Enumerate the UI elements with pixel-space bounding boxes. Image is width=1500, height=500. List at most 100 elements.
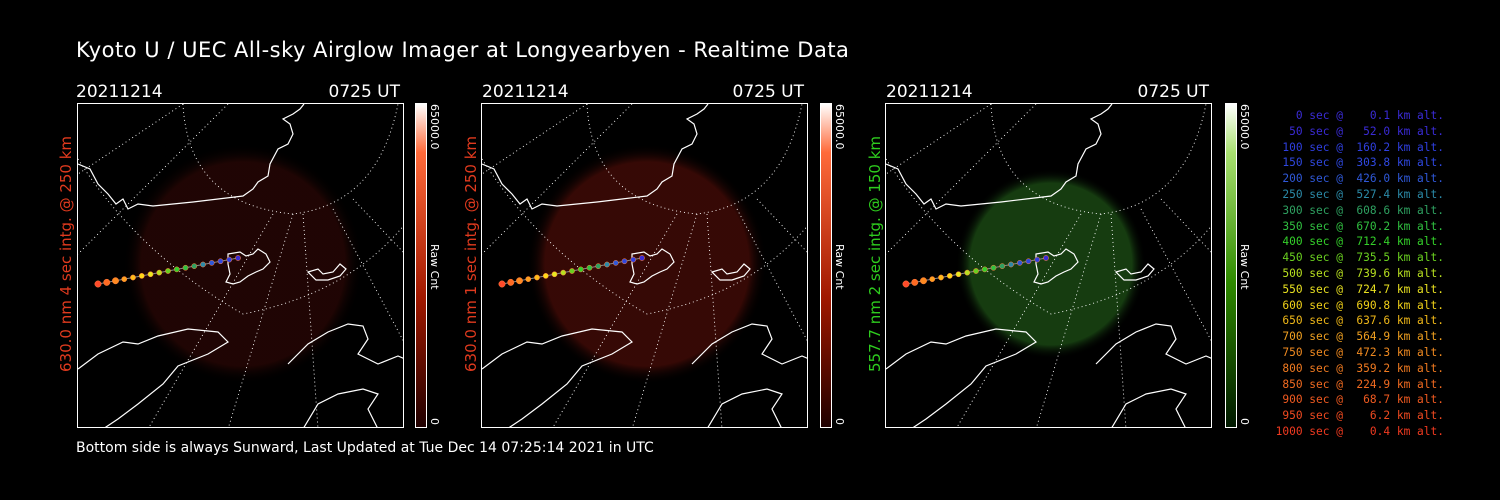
trajectory-point <box>604 261 610 268</box>
panel-1-image <box>77 103 404 428</box>
legend-row: 200 sec @ 426.0 km alt. <box>1275 172 1444 186</box>
trajectory-point <box>516 277 523 285</box>
panel-1-date: 20211214 <box>76 82 163 102</box>
legend-row: 950 sec @ 6.2 km alt. <box>1275 409 1444 423</box>
map-graphic <box>78 104 403 427</box>
panel-1-time: 0725 UT <box>328 82 401 102</box>
panel-3-colorbar-max: 65000.0 <box>1238 104 1251 150</box>
trajectory-point <box>534 274 540 281</box>
panel-1-colorbar-unit: Raw Cnt <box>428 244 441 290</box>
trajectory-point <box>973 268 979 274</box>
trajectory-point <box>612 260 619 266</box>
panel-3-colorbar <box>1225 103 1237 428</box>
trajectory-point <box>542 273 549 279</box>
trajectory-point <box>964 269 971 276</box>
trajectory-point <box>208 260 215 266</box>
trajectory-point <box>902 280 910 288</box>
trajectory-point <box>938 274 944 281</box>
trajectory-point <box>217 258 224 265</box>
panel-1-colorbar-max: 65000.0 <box>428 104 441 150</box>
panel-2-colorbar-max: 65000.0 <box>833 104 846 150</box>
trajectory-point <box>946 273 953 279</box>
trajectory-point <box>147 271 154 278</box>
trajectory-point <box>981 266 988 273</box>
panel-3-ylabel: 557.7 nm 2 sec intg. @ 150 km <box>866 135 884 372</box>
legend-row: 350 sec @ 670.2 km alt. <box>1275 219 1444 233</box>
page-title: Kyoto U / UEC All-sky Airglow Imager at … <box>76 38 850 62</box>
legend-row: 1000 sec @ 0.4 km alt. <box>1275 424 1444 438</box>
trajectory-point <box>226 256 233 263</box>
panel-3-colorbar-unit: Raw Cnt <box>1238 244 1251 290</box>
trajectory-point <box>138 273 145 279</box>
panel-3-time: 0725 UT <box>1137 82 1210 102</box>
legend-row: 0 sec @ 0.1 km alt. <box>1275 109 1444 122</box>
legend-row: 400 sec @ 712.4 km alt. <box>1275 235 1444 249</box>
panel-2-colorbar-min: 0 <box>833 418 846 425</box>
panel-2-ylabel: 630.0 nm 1 sec intg. @ 250 km <box>462 135 480 372</box>
trajectory-point <box>920 277 927 285</box>
legend-row: 750 sec @ 472.3 km alt. <box>1275 345 1444 359</box>
legend-row: 650 sec @ 637.6 km alt. <box>1275 314 1444 328</box>
trajectory-point <box>551 271 558 278</box>
trajectory-point <box>999 263 1006 269</box>
trajectory-point <box>235 255 241 261</box>
legend-row: 900 sec @ 68.7 km alt. <box>1275 393 1444 407</box>
panel-2-date: 20211214 <box>482 82 569 102</box>
trajectory-point <box>94 280 102 288</box>
legend-row: 550 sec @ 724.7 km alt. <box>1275 282 1444 296</box>
trajectory-legend: 0 sec @ 0.1 km alt. 50 sec @ 52.0 km alt… <box>1268 108 1444 440</box>
trajectory-point <box>1016 260 1023 266</box>
trajectory-point <box>103 278 111 286</box>
trajectory-point <box>525 276 532 282</box>
trajectory-point <box>200 261 206 268</box>
legend-row: 500 sec @ 739.6 km alt. <box>1275 266 1444 280</box>
trajectory-point <box>560 269 567 276</box>
trajectory-point <box>569 268 575 274</box>
trajectory-point <box>498 280 506 288</box>
panel-1-colorbar <box>415 103 427 428</box>
trajectory-point <box>1008 261 1014 268</box>
legend-row: 300 sec @ 608.6 km alt. <box>1275 203 1444 217</box>
panel-2-time: 0725 UT <box>732 82 805 102</box>
trajectory-point <box>990 264 997 271</box>
legend-row: 50 sec @ 52.0 km alt. <box>1275 124 1444 138</box>
panel-2-colorbar <box>820 103 832 428</box>
trajectory-point <box>182 264 189 271</box>
map-graphic <box>482 104 807 427</box>
panel-1-colorbar-min: 0 <box>428 418 441 425</box>
legend-row: 800 sec @ 359.2 km alt. <box>1275 361 1444 375</box>
panel-2-colorbar-unit: Raw Cnt <box>833 244 846 290</box>
trajectory-point <box>630 256 637 263</box>
legend-row: 250 sec @ 527.4 km alt. <box>1275 187 1444 201</box>
legend-row: 600 sec @ 690.8 km alt. <box>1275 298 1444 312</box>
panel-1-ylabel: 630.0 nm 4 sec intg. @ 250 km <box>57 135 75 372</box>
trajectory-point <box>112 277 119 285</box>
footer-note: Bottom side is always Sunward, Last Upda… <box>76 440 654 456</box>
legend-row: 450 sec @ 735.5 km alt. <box>1275 251 1444 265</box>
trajectory-point <box>955 271 962 278</box>
trajectory-point <box>165 268 171 274</box>
trajectory-point <box>191 263 198 269</box>
trajectory-point <box>586 264 593 271</box>
trajectory-point <box>621 258 628 265</box>
trajectory-point <box>173 266 180 273</box>
trajectory-point <box>1043 255 1049 261</box>
trajectory-point <box>577 266 584 273</box>
map-graphic <box>886 104 1211 427</box>
trajectory-point <box>595 263 602 269</box>
trajectory-point <box>130 274 136 281</box>
legend-row: 850 sec @ 224.9 km alt. <box>1275 377 1444 391</box>
trajectory-point <box>1034 256 1041 263</box>
legend-row: 100 sec @ 160.2 km alt. <box>1275 140 1444 154</box>
panel-3-date: 20211214 <box>886 82 973 102</box>
trajectory-point <box>1025 258 1032 265</box>
trajectory-point <box>929 276 936 282</box>
legend-row: 150 sec @ 303.8 km alt. <box>1275 156 1444 170</box>
trajectory-point <box>507 278 515 286</box>
panel-3-image <box>885 103 1212 428</box>
panel-3-colorbar-min: 0 <box>1238 418 1251 425</box>
panel-2-image <box>481 103 808 428</box>
trajectory-point <box>911 278 919 286</box>
trajectory-point <box>639 255 645 261</box>
trajectory-point <box>121 276 128 282</box>
